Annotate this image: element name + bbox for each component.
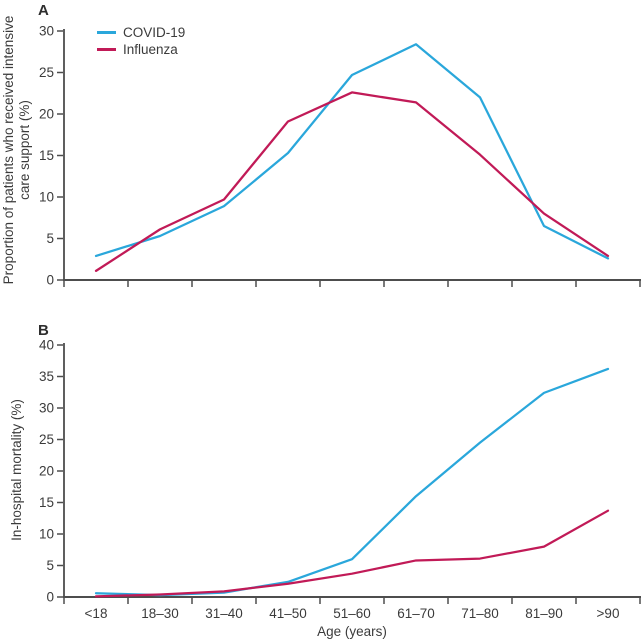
x-tick-label: <18 bbox=[85, 606, 108, 621]
x-tick-label: >90 bbox=[597, 606, 620, 621]
x-tick-label: 71–80 bbox=[461, 606, 499, 621]
panel-a: A Proportion of patients who received in… bbox=[0, 0, 642, 320]
x-tick-label: 61–70 bbox=[397, 606, 435, 621]
panel-b-letter: B bbox=[38, 322, 49, 339]
y-tick-label: 5 bbox=[46, 558, 54, 573]
panel-b-plot: 0 5 10 15 20 25 30 35 40 <18 18–30 31–40 41–50 51–60 6… bbox=[39, 338, 641, 639]
y-tick-label: 15 bbox=[39, 495, 54, 510]
x-tick-label: 81–90 bbox=[525, 606, 563, 621]
legend-item-influenza: Influenza bbox=[97, 41, 185, 58]
x-tick-label: 31–40 bbox=[205, 606, 243, 621]
x-tick-label: 51–60 bbox=[333, 606, 371, 621]
panel-a-letter: A bbox=[38, 2, 49, 19]
panel-a-plot: 0 5 10 15 20 25 30 bbox=[39, 24, 641, 288]
influenza-line bbox=[94, 91, 610, 272]
covid-19-line bbox=[94, 367, 610, 597]
y-tick-label: 30 bbox=[39, 24, 54, 39]
legend-item-covid: COVID-19 bbox=[97, 24, 185, 41]
x-tick-label: 18–30 bbox=[141, 606, 179, 621]
x-tick-label: 41–50 bbox=[269, 606, 307, 621]
y-tick-label: 20 bbox=[39, 107, 54, 122]
legend-label-covid: COVID-19 bbox=[123, 25, 186, 40]
y-tick-label: 25 bbox=[39, 65, 54, 80]
influenza-line bbox=[94, 509, 610, 598]
y-tick-label: 10 bbox=[39, 190, 54, 205]
legend: COVID-19 Influenza bbox=[97, 24, 185, 58]
y-tick-label: 5 bbox=[46, 231, 54, 246]
panel-b: B In-hospital mortality (%) 0 5 10 15 20 25 30… bbox=[0, 320, 642, 641]
y-tick-label: 10 bbox=[39, 527, 54, 542]
y-tick-label: 25 bbox=[39, 432, 54, 447]
y-tick-label: 30 bbox=[39, 401, 54, 416]
y-tick-label: 0 bbox=[46, 273, 54, 288]
y-tick-label: 20 bbox=[39, 464, 54, 479]
covid-line-swatch bbox=[97, 31, 116, 34]
influenza-line-swatch bbox=[97, 48, 116, 51]
y-tick-label: 15 bbox=[39, 148, 54, 163]
y-tick-label: 35 bbox=[39, 369, 54, 384]
y-tick-label: 0 bbox=[46, 590, 54, 605]
y-tick-label: 40 bbox=[39, 338, 54, 353]
legend-label-influenza: Influenza bbox=[123, 42, 178, 57]
age-axis-title: Age (years) bbox=[317, 624, 387, 639]
covid-19-line bbox=[94, 43, 610, 260]
